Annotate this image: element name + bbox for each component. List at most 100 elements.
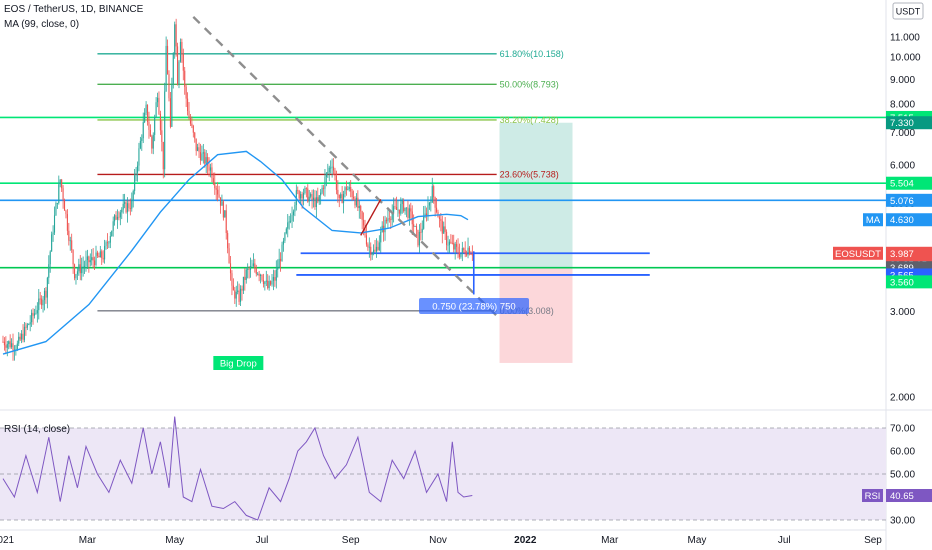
candle-body (19, 336, 21, 340)
candle-body (102, 257, 104, 260)
candle-body (458, 252, 461, 257)
candle-body (167, 45, 169, 75)
candle-body (400, 203, 402, 214)
price-tag-label: 3.987 (890, 249, 914, 260)
candle-body (148, 121, 150, 130)
candle-body (53, 215, 56, 233)
candle-body (217, 189, 219, 195)
candle-body (343, 193, 345, 204)
candle-body (292, 211, 295, 216)
rsi-tick-label: 70.00 (890, 424, 915, 435)
candle-body (393, 206, 395, 213)
candle-body (45, 290, 47, 298)
candle-body (291, 215, 293, 221)
candle-body (182, 54, 184, 71)
candle-body (12, 343, 14, 351)
position-tool[interactable] (499, 122, 573, 363)
candle-body (377, 246, 379, 250)
candle-body (152, 134, 154, 149)
candle-body (118, 216, 120, 218)
candle-body (23, 326, 26, 340)
candle-body (177, 46, 179, 85)
candle-body (89, 260, 91, 263)
candle-body (344, 187, 346, 194)
price-tick-label: 7.000 (890, 128, 915, 139)
candle-body (328, 167, 330, 173)
candle-body (468, 247, 471, 255)
candle-body (51, 234, 53, 252)
price-tag (886, 275, 932, 289)
time-tick-label: Sep (864, 535, 882, 546)
candle-body (440, 218, 442, 221)
rsi-layer (2, 416, 473, 521)
candle-body (297, 190, 299, 192)
candle-body (72, 250, 74, 265)
candle-body (119, 212, 121, 218)
price-tag-prefix-box (833, 246, 883, 260)
candle-body (175, 24, 177, 47)
big-drop-label: Big Drop (220, 359, 257, 370)
candle-body (418, 231, 420, 246)
candle-body (39, 298, 41, 300)
candle-body (345, 187, 347, 190)
candle-body (244, 276, 246, 280)
candle-body (338, 194, 340, 199)
candle-body (414, 226, 416, 227)
candle-body (18, 336, 20, 344)
candle-body (456, 243, 458, 247)
candle-body (129, 208, 131, 209)
candle-body (324, 176, 326, 189)
candle-body (154, 117, 156, 135)
candle-body (252, 263, 254, 266)
drawings-layer[interactable]: 0.750 (23.78%) 750 Big Drop (192, 16, 529, 370)
price-tick-label: 2.000 (890, 393, 915, 404)
candle-body (92, 257, 94, 261)
candle-body (207, 157, 209, 166)
price-tag-label: 5.504 (890, 179, 914, 190)
fib-level-label: 50.00%(8.793) (500, 79, 559, 89)
candle-body (330, 167, 332, 169)
candle-body (99, 251, 101, 258)
time-tick-label: 2022 (514, 535, 537, 546)
candle-body (470, 254, 472, 255)
candle-body (260, 274, 262, 276)
candle-body (334, 170, 336, 176)
price-panel[interactable] (0, 0, 886, 408)
candle-body (126, 203, 129, 213)
candle-body (128, 203, 130, 209)
candle-body (395, 206, 398, 210)
candle-body (401, 200, 403, 204)
candle-body (46, 277, 48, 298)
candle-body (467, 247, 469, 256)
candle-body (384, 219, 386, 233)
currency-badge[interactable] (892, 2, 924, 20)
candle-body (151, 136, 153, 149)
red-trend-line (360, 198, 382, 236)
candle-body (294, 205, 296, 212)
candle-body (320, 192, 322, 196)
candle-body (261, 274, 263, 280)
measure-label-box (419, 298, 529, 314)
candle-body (433, 186, 435, 198)
candle-body (114, 215, 116, 222)
candle-body (66, 214, 68, 231)
price-tag (886, 213, 932, 227)
candle-body (311, 194, 313, 201)
candle-body (21, 333, 23, 340)
candle-body (61, 179, 63, 189)
candle-body (457, 246, 459, 253)
candle-body (304, 188, 306, 194)
candle-body (466, 254, 468, 256)
candle-body (448, 241, 450, 245)
candle-body (301, 194, 303, 199)
candle-body (3, 341, 5, 346)
candle-body (358, 206, 360, 209)
price-tick-label: 8.000 (890, 100, 915, 111)
candle-body (11, 343, 13, 348)
candle-body (391, 212, 393, 220)
time-tick-label: Jul (256, 535, 269, 546)
candle-body (425, 213, 428, 216)
candle-body (162, 141, 164, 170)
candle-body (228, 248, 230, 264)
